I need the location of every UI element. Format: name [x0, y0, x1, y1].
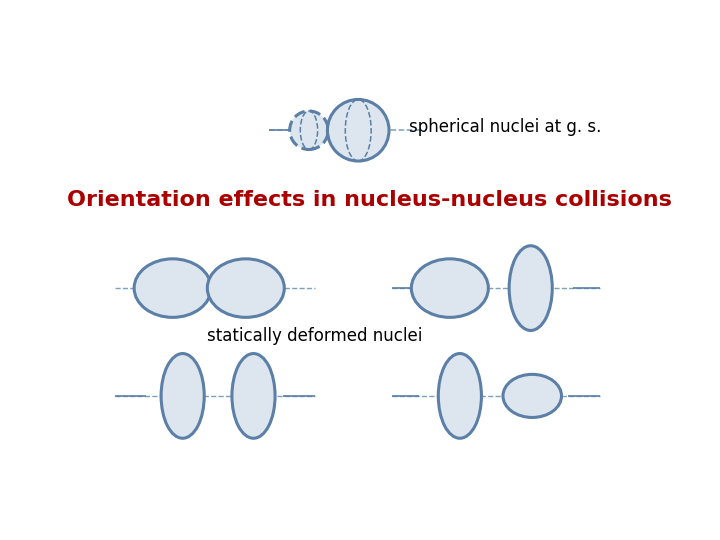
- Ellipse shape: [207, 259, 284, 318]
- Text: spherical nuclei at g. s.: spherical nuclei at g. s.: [409, 118, 601, 136]
- Ellipse shape: [161, 354, 204, 438]
- Ellipse shape: [232, 354, 275, 438]
- Ellipse shape: [289, 111, 328, 150]
- Ellipse shape: [509, 246, 552, 330]
- Ellipse shape: [503, 374, 562, 417]
- Text: statically deformed nuclei: statically deformed nuclei: [207, 327, 423, 345]
- Ellipse shape: [411, 259, 488, 318]
- Ellipse shape: [438, 354, 482, 438]
- Ellipse shape: [134, 259, 211, 318]
- Text: Orientation effects in nucleus-nucleus collisions: Orientation effects in nucleus-nucleus c…: [66, 190, 672, 210]
- Ellipse shape: [328, 99, 389, 161]
